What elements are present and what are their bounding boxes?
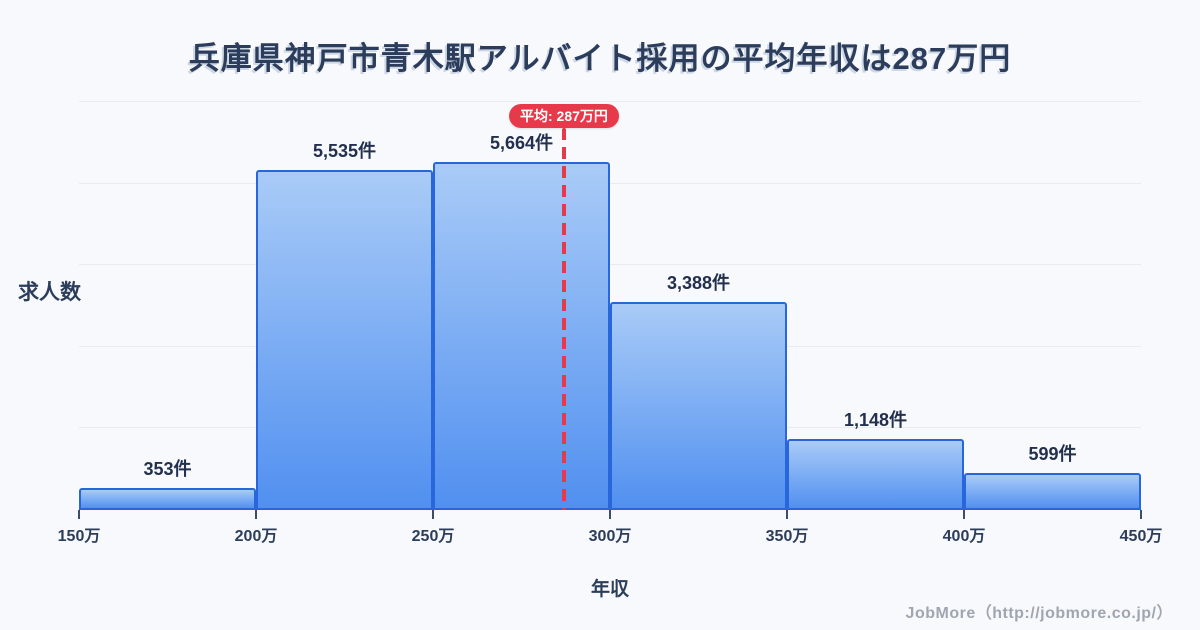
gridline (79, 264, 1141, 266)
axis-tick-label: 300万 (588, 528, 632, 545)
bar-value-label: 1,148件 (843, 410, 908, 430)
histogram-bar (79, 488, 256, 510)
y-axis-label: 求人数 (18, 281, 81, 304)
histogram-bar (610, 302, 787, 510)
axis-tick (786, 510, 788, 519)
bar-value-label: 353件 (143, 459, 192, 479)
bar-value-label: 3,388件 (666, 273, 731, 293)
histogram-bar (964, 473, 1141, 510)
axis-tick (1140, 510, 1142, 519)
footer-credit: JobMore（http://jobmore.co.jp/） (905, 605, 1173, 622)
axis-tick-label: 150万 (57, 528, 101, 545)
axis-tick (609, 510, 611, 519)
axis-tick (78, 510, 80, 519)
axis-tick-label: 250万 (411, 528, 455, 545)
axis-tick-label: 400万 (942, 528, 986, 545)
mean-line (561, 128, 566, 510)
mean-badge: 平均: 287万円 (509, 104, 619, 128)
page-title: 兵庫県神戸市青木駅アルバイト採用の平均年収は287万円 (188, 41, 1012, 76)
histogram-bar (787, 439, 964, 510)
axis-tick-label: 200万 (234, 528, 278, 545)
bar-value-label: 5,664件 (489, 133, 554, 153)
gridline (79, 182, 1141, 184)
axis-tick-label: 450万 (1119, 528, 1163, 545)
histogram-bar (256, 170, 433, 510)
histogram-bar (433, 162, 610, 510)
gridline (79, 101, 1141, 102)
histogram-plot: 平均: 287万円 353件 5,535件 5,664件 3,388件 1,148件 59… (58, 101, 1162, 545)
axis-tick (432, 510, 434, 519)
axis-tick (963, 510, 965, 519)
bar-value-label: 599件 (1028, 444, 1077, 464)
axis-tick-label: 350万 (765, 528, 809, 545)
x-axis-label: 年収 (590, 579, 629, 600)
axis-tick (255, 510, 257, 519)
bar-value-label: 5,535件 (312, 141, 377, 161)
